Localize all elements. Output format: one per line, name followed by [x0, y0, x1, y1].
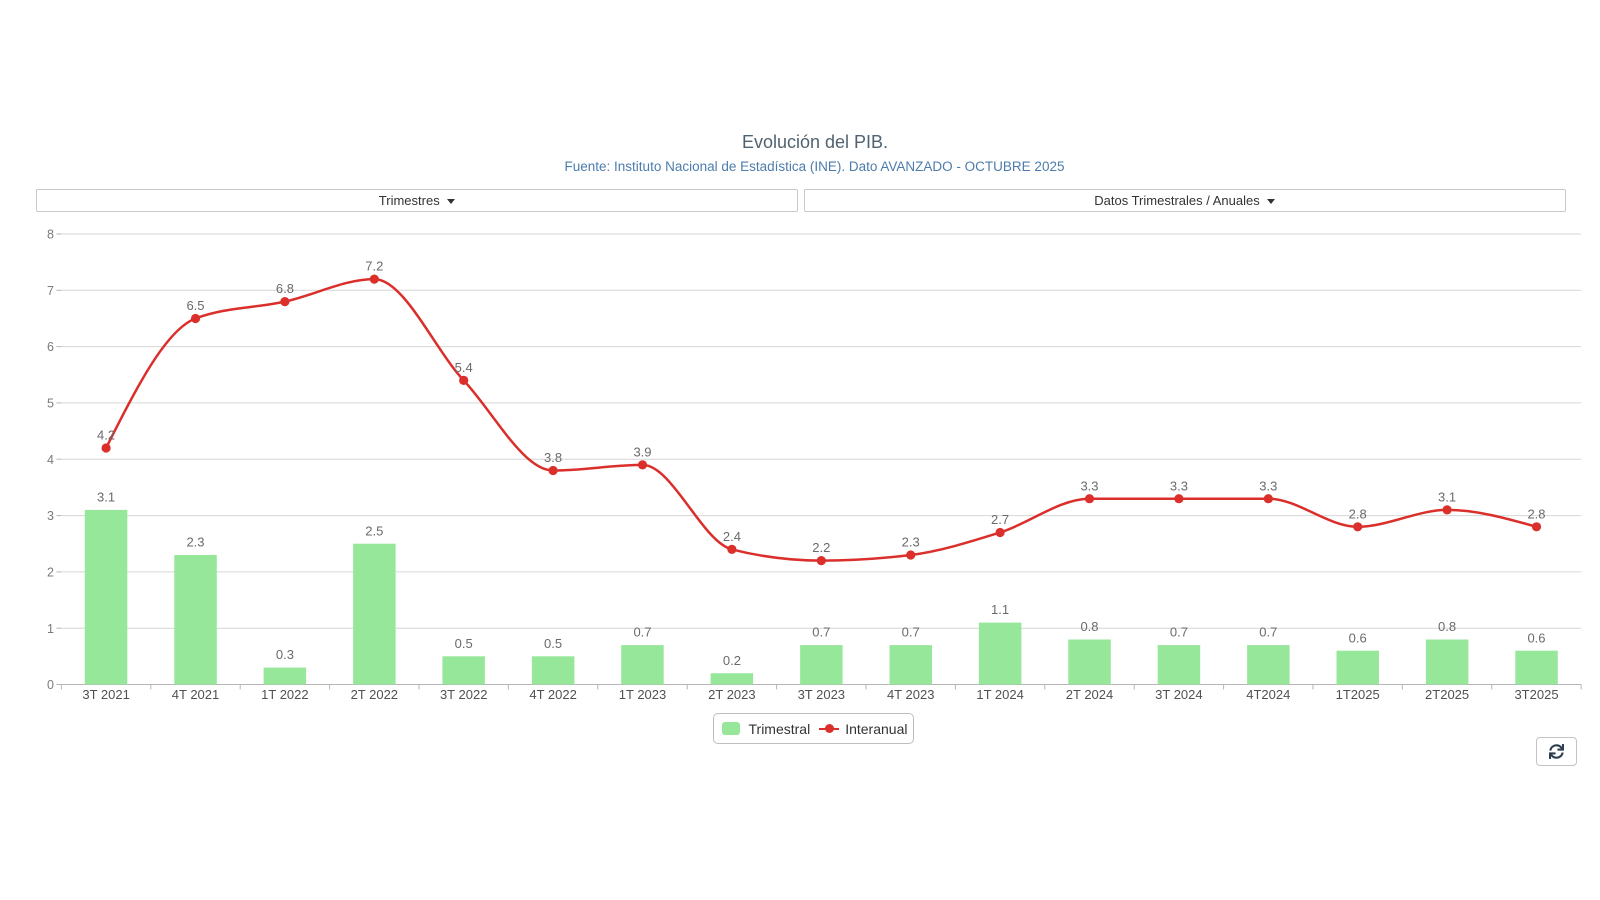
svg-text:3: 3 — [47, 509, 54, 523]
svg-text:0.7: 0.7 — [1259, 625, 1277, 640]
svg-text:2T2025: 2T2025 — [1425, 687, 1469, 702]
svg-text:3.3: 3.3 — [1259, 478, 1277, 493]
svg-text:4T2024: 4T2024 — [1246, 687, 1290, 702]
svg-text:2T 2024: 2T 2024 — [1066, 687, 1113, 702]
svg-text:3T 2024: 3T 2024 — [1155, 687, 1202, 702]
svg-text:0.8: 0.8 — [1080, 619, 1098, 634]
svg-text:7.2: 7.2 — [365, 259, 383, 274]
svg-text:0.8: 0.8 — [1438, 619, 1456, 634]
svg-text:2.8: 2.8 — [1349, 506, 1367, 521]
svg-text:6: 6 — [47, 340, 54, 354]
svg-text:7: 7 — [47, 284, 54, 298]
svg-text:4T 2022: 4T 2022 — [529, 687, 576, 702]
svg-text:4.2: 4.2 — [97, 428, 115, 443]
svg-text:0.6: 0.6 — [1527, 630, 1545, 645]
svg-text:3.3: 3.3 — [1080, 478, 1098, 493]
svg-text:3T 2022: 3T 2022 — [440, 687, 487, 702]
svg-text:1T 2022: 1T 2022 — [261, 687, 308, 702]
svg-text:4T 2021: 4T 2021 — [172, 687, 219, 702]
svg-text:2T 2022: 2T 2022 — [351, 687, 398, 702]
svg-text:0.3: 0.3 — [276, 647, 294, 662]
svg-text:1: 1 — [47, 622, 54, 636]
svg-text:3T 2023: 3T 2023 — [798, 687, 845, 702]
svg-text:0: 0 — [47, 678, 54, 692]
svg-text:2.3: 2.3 — [902, 535, 920, 550]
svg-text:3T 2021: 3T 2021 — [82, 687, 129, 702]
svg-text:0.7: 0.7 — [812, 625, 830, 640]
svg-text:3.9: 3.9 — [633, 445, 651, 460]
svg-text:3.8: 3.8 — [544, 450, 562, 465]
svg-text:5: 5 — [47, 397, 54, 411]
svg-text:6.8: 6.8 — [276, 281, 294, 296]
svg-text:0.5: 0.5 — [455, 636, 473, 651]
svg-text:2.7: 2.7 — [991, 512, 1009, 527]
svg-text:1T2025: 1T2025 — [1336, 687, 1380, 702]
svg-text:2.2: 2.2 — [812, 540, 830, 555]
svg-text:3.1: 3.1 — [97, 490, 115, 505]
svg-text:4T 2023: 4T 2023 — [887, 687, 934, 702]
svg-text:1T 2023: 1T 2023 — [619, 687, 666, 702]
svg-text:1T 2024: 1T 2024 — [976, 687, 1023, 702]
svg-text:2: 2 — [47, 566, 54, 580]
svg-text:6.5: 6.5 — [186, 298, 204, 313]
svg-text:0.6: 0.6 — [1349, 630, 1367, 645]
svg-text:0.7: 0.7 — [633, 625, 651, 640]
svg-text:0.7: 0.7 — [902, 625, 920, 640]
svg-text:0.7: 0.7 — [1170, 625, 1188, 640]
svg-text:3T2025: 3T2025 — [1514, 687, 1558, 702]
svg-text:3.3: 3.3 — [1170, 478, 1188, 493]
svg-text:2.8: 2.8 — [1527, 506, 1545, 521]
svg-text:1.1: 1.1 — [991, 602, 1009, 617]
svg-text:5.4: 5.4 — [455, 360, 473, 375]
svg-text:2.5: 2.5 — [365, 523, 383, 538]
svg-text:0.5: 0.5 — [544, 636, 562, 651]
svg-text:0.2: 0.2 — [723, 653, 741, 668]
svg-text:3.1: 3.1 — [1438, 490, 1456, 505]
svg-text:2.4: 2.4 — [723, 529, 741, 544]
svg-text:2T 2023: 2T 2023 — [708, 687, 755, 702]
svg-text:2.3: 2.3 — [186, 535, 204, 550]
svg-text:8: 8 — [47, 228, 54, 242]
svg-text:4: 4 — [47, 453, 54, 467]
